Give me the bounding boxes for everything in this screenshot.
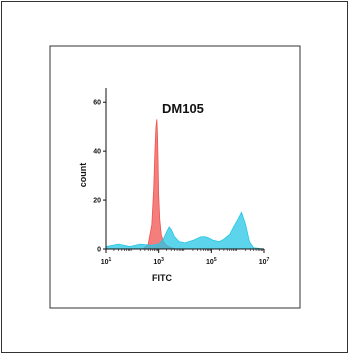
x-tick-label-1: 101 (101, 257, 112, 266)
y-tick-label-40: 40 (93, 149, 101, 156)
axes-layer: 0 20 40 60 101 103 105 107 (93, 88, 270, 266)
x-tick-label-5: 105 (206, 257, 217, 266)
y-tick-label-60: 60 (93, 100, 101, 107)
figure-border (1, 1, 348, 353)
plot-title: DM105 (162, 101, 204, 116)
y-tick-label-0: 0 (97, 247, 101, 254)
plot-panel (49, 45, 301, 309)
y-axis-title: count (78, 163, 88, 188)
x-axis-title: FITC (152, 273, 172, 283)
x-tick-label-3: 103 (153, 257, 164, 266)
y-tick-label-20: 20 (93, 198, 101, 205)
series-layer (105, 119, 265, 250)
x-tick-label-7: 107 (259, 257, 270, 266)
series-1-area (105, 211, 265, 250)
